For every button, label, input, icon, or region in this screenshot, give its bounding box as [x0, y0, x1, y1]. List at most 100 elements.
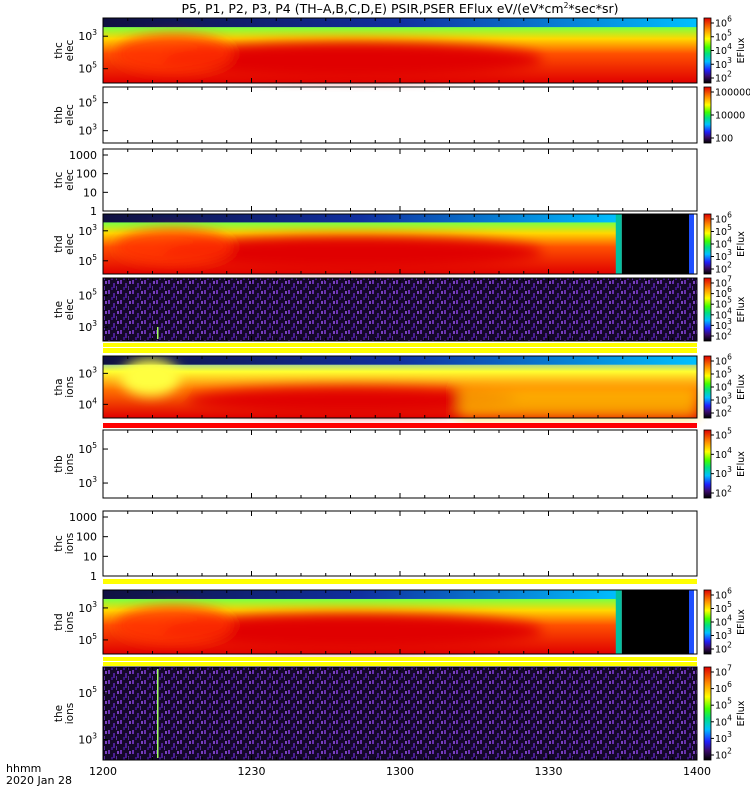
colorbar: 1000000 10000 100: [703, 86, 750, 145]
colorbar-tick-label: 104: [715, 42, 732, 57]
y-tick-label: 103: [78, 319, 97, 334]
colorbar-tick-label: 106: [715, 680, 732, 695]
flag-band: [103, 423, 697, 428]
colorbar-tick-label: 104: [715, 306, 732, 321]
y-tick-label: 105: [78, 632, 97, 647]
panel-label: thaions: [53, 376, 76, 397]
colorbar-tick-label: 102: [715, 641, 732, 656]
noise-spectrogram: [103, 667, 697, 760]
data-gap: [621, 214, 689, 274]
colorbar-tick-label: 103: [715, 465, 732, 480]
colorbar-tick-label: 102: [715, 405, 732, 420]
colorbar-tick-label: 106: [715, 211, 732, 226]
colorbar-tick-label: 103: [715, 248, 732, 263]
colorbar-tick-label: 104: [715, 446, 732, 461]
panel-frame: [102, 148, 698, 212]
time-tick-label: 1200: [89, 765, 117, 778]
y-tick-label: 1000: [69, 149, 97, 162]
panel-label: thdions: [53, 611, 76, 632]
y-tick-label: 100: [76, 531, 97, 544]
panel-label: theelec: [53, 298, 76, 320]
colorbar-tick-label: 105: [715, 296, 732, 311]
colorbar-tick-label: 103: [715, 627, 732, 642]
panel-label: thcions: [53, 533, 76, 554]
y-tick-label: 1000: [69, 511, 97, 524]
flag-band: [103, 579, 697, 584]
time-axis: 1200 1230 1300 1330 1400: [89, 765, 711, 778]
colorbar-tick-label: 103: [715, 317, 732, 332]
colorbar-tick-label: 106: [715, 285, 732, 300]
colorbar-tick-label: 103: [715, 730, 732, 745]
y-tick-label: 105: [78, 685, 97, 700]
spike-mark: [157, 669, 159, 758]
flag-band: [103, 662, 697, 666]
colorbar-tick-label: 107: [715, 664, 732, 679]
colorbar-unit: EFlux: [736, 296, 747, 322]
y-tick-label: 105: [78, 288, 97, 303]
colorbar-tick-label: 104: [715, 236, 732, 251]
y-tick-label: 103: [78, 28, 97, 43]
y-tick-label: 1: [90, 205, 97, 218]
panel-frame: [102, 429, 698, 499]
colorbar-tick-label: 102: [715, 70, 732, 85]
time-tick-label: 1400: [683, 765, 711, 778]
colorbar: 105 104 103 102 EFlux: [703, 427, 747, 500]
y-tick-label: 105: [78, 95, 97, 110]
flag-band: [103, 348, 697, 353]
time-tick-label: 1330: [535, 765, 563, 778]
hot-region: [114, 606, 543, 650]
colorbar-tick-label: 104: [715, 713, 732, 728]
y-tick-label: 103: [78, 475, 97, 490]
gap-edge-left: [615, 214, 622, 274]
colorbar-tick-label: 102: [715, 485, 732, 500]
colorbar-tick-label: 100: [715, 134, 733, 145]
colorbar-tick-label: 103: [715, 56, 732, 71]
colorbar-tick-label: 105: [715, 427, 732, 442]
y-tick-label: 100: [76, 168, 97, 181]
y-tick-label: 10: [83, 550, 97, 563]
y-tick-label: 104: [78, 396, 97, 411]
flag-band: [103, 657, 697, 661]
colorbar-tick-label: 103: [715, 392, 732, 407]
y-tick-label: 105: [78, 441, 97, 456]
y-tick-label: 103: [78, 123, 97, 138]
colorbar-tick-label: 102: [715, 747, 732, 762]
y-tick-label: 105: [78, 253, 97, 268]
gap-edge-left: [615, 590, 622, 654]
colorbar-tick-label: 106: [715, 587, 732, 602]
colorbar-tick-label: 105: [715, 223, 732, 238]
colorbar-tick-label: 104: [715, 379, 732, 394]
y-tick-label: 103: [78, 732, 97, 747]
panel-label: thbions: [53, 453, 76, 474]
hot-region: [120, 359, 697, 418]
colorbar-tick-label: 105: [715, 28, 732, 43]
colorbar-unit: EFlux: [736, 609, 747, 635]
colorbar-tick-label: 10000: [715, 111, 745, 122]
y-tick-label: 10: [83, 186, 97, 199]
time-axis-label-date: 2020 Jan 28: [6, 774, 72, 787]
panel-label: thdelec: [53, 233, 76, 255]
y-tick-label: 105: [78, 61, 97, 76]
colorbar-tick-label: 105: [715, 366, 732, 381]
data-gap: [621, 590, 689, 654]
figure-title: P5, P1, P2, P3, P4 (TH–A,B,C,D,E) PSIR,P…: [182, 1, 619, 16]
colorbar-unit: EFlux: [736, 231, 747, 257]
colorbar-tick-label: 105: [715, 697, 732, 712]
colorbar-tick-label: 106: [715, 353, 732, 368]
colorbar-unit: EFlux: [736, 374, 747, 400]
time-tick-label: 1230: [238, 765, 266, 778]
panel-thc-elec: 1000 100 10 1 thcelec: [53, 148, 698, 218]
colorbar-tick-label: 107: [715, 275, 732, 290]
colorbar-unit: EFlux: [736, 451, 747, 477]
